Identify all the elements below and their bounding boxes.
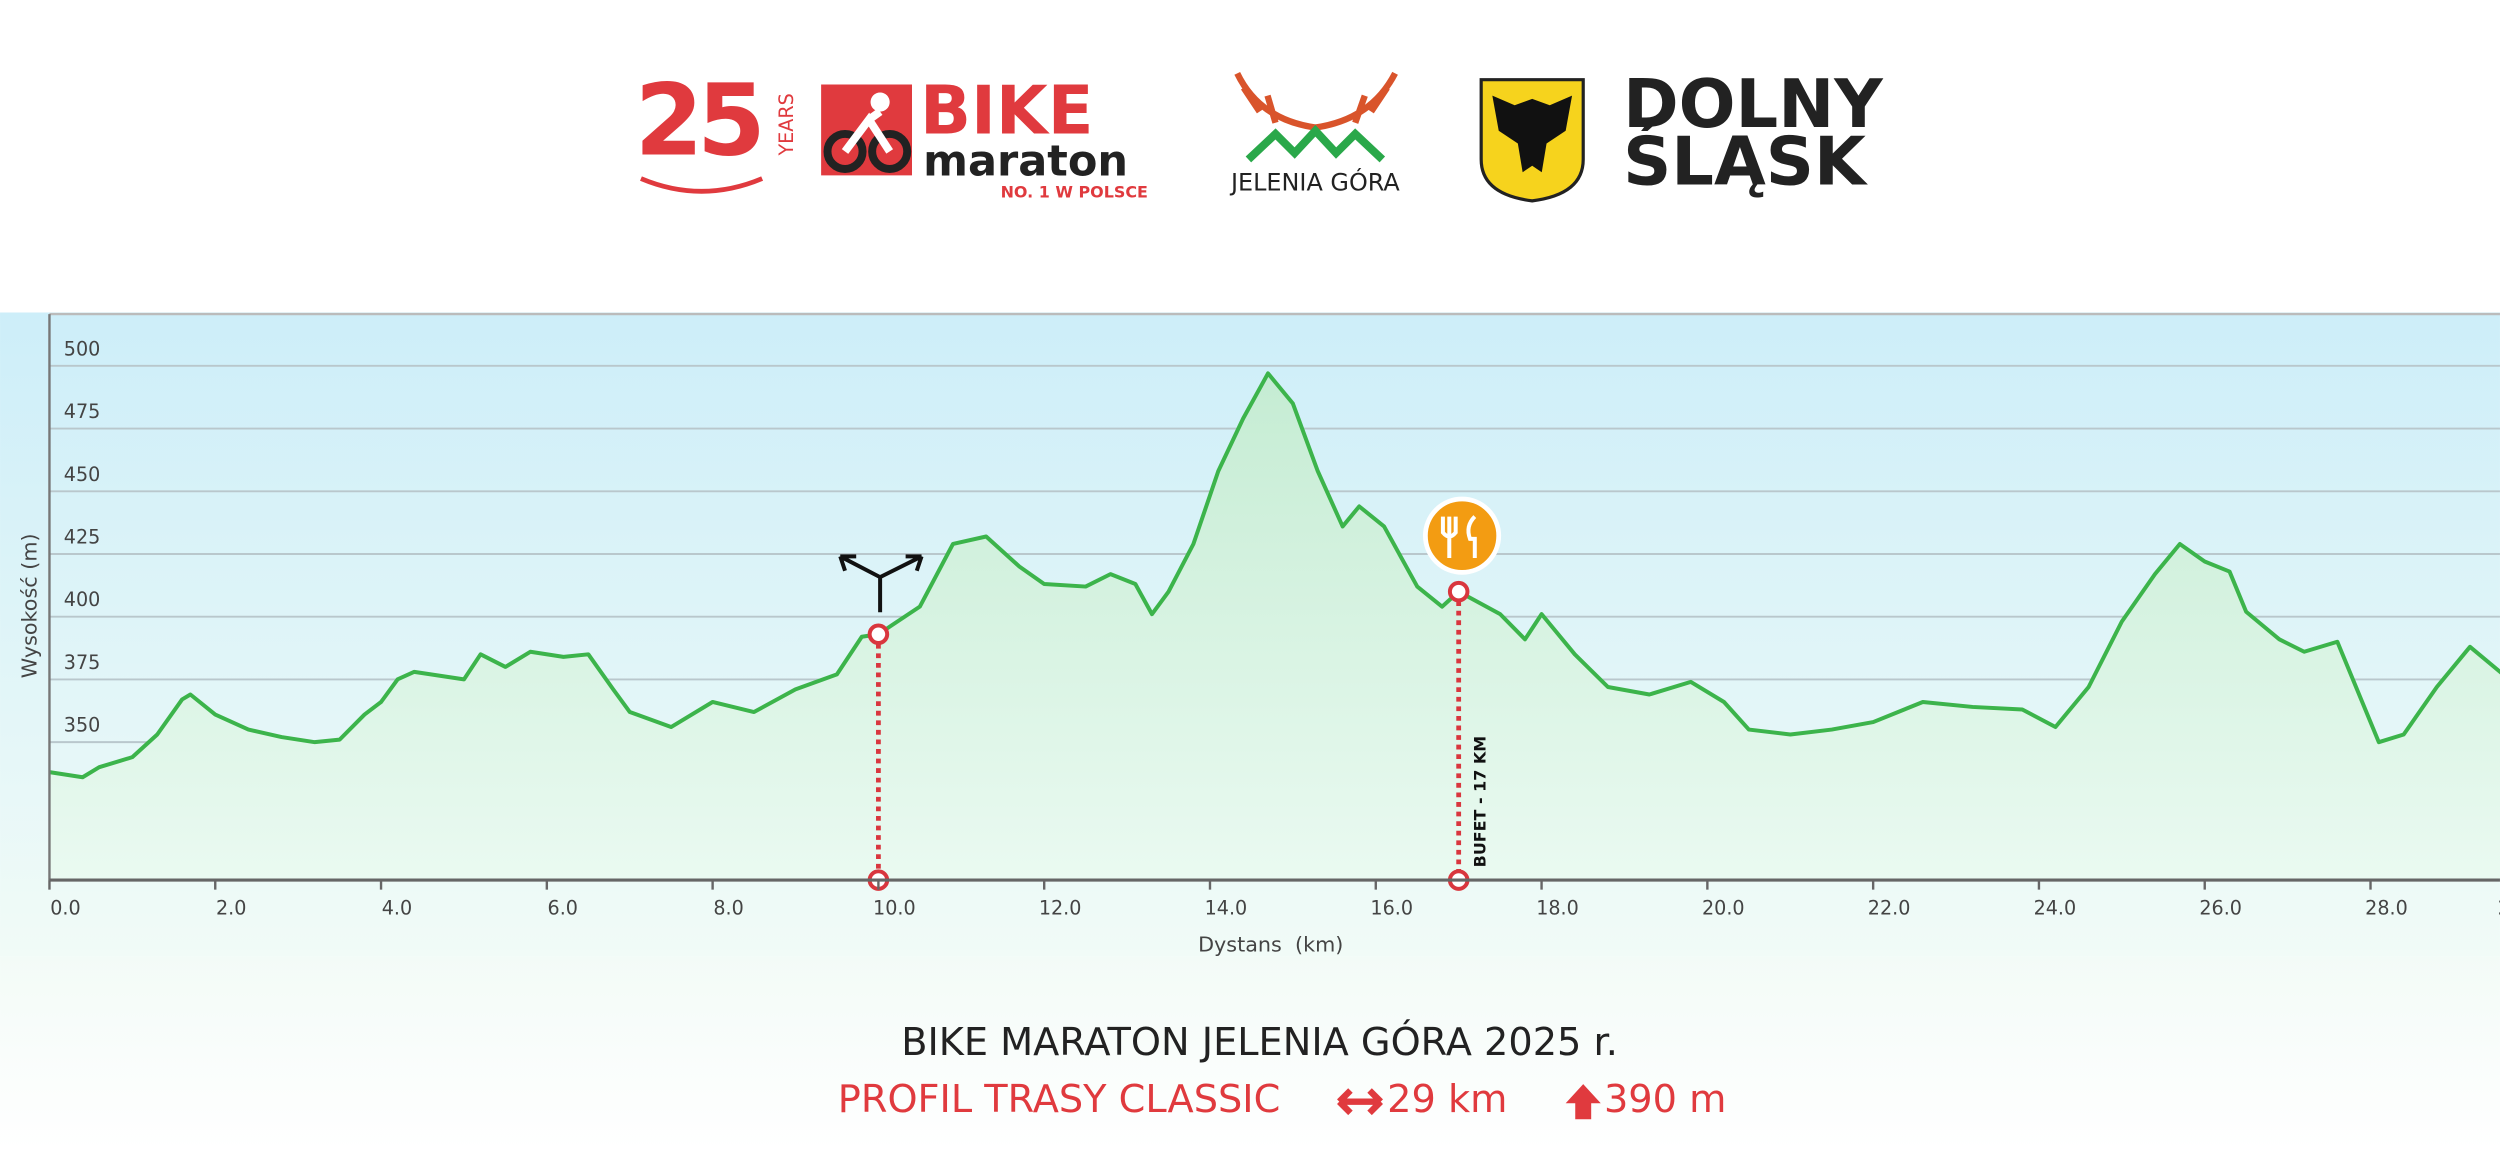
- elevation-line: [49, 371, 2500, 780]
- x-tick-label: 8.0: [713, 896, 743, 919]
- logo-slogan: NO. 1 W POLSCE: [1001, 182, 1148, 201]
- bike-icon: [821, 84, 912, 176]
- x-tick-label: 2.0: [216, 896, 246, 919]
- x-tick-label: 29.6: [2498, 896, 2500, 919]
- logo-maraton: maraton: [923, 137, 1128, 187]
- y-tick-label: 425: [64, 526, 101, 549]
- wreath: [640, 176, 764, 194]
- y-tick-label: 500: [64, 337, 101, 360]
- logos: 25 YEARS BIKE maraton NO. 1 W POLSCE JEL…: [635, 63, 1884, 203]
- x-tick-label: 22.0: [1868, 896, 1911, 919]
- y-tick-label: 475: [64, 400, 101, 423]
- food-circle: [1422, 496, 1502, 575]
- y-tick-label: 350: [64, 714, 101, 737]
- rider-head: [870, 92, 890, 112]
- junction-arrows: [838, 554, 924, 613]
- x-tick-label: 12.0: [1039, 896, 1082, 919]
- logo-city: JELENIA GÓRA: [1229, 166, 1400, 196]
- climb-icon: [1565, 1084, 1601, 1120]
- logo-years: YEARS: [775, 93, 798, 156]
- y-axis-label: Wysokość (m): [17, 533, 41, 678]
- title: BIKE MARATON JELENIA GÓRA 2025 r.: [901, 1018, 1618, 1065]
- distance-icon: [1337, 1088, 1383, 1116]
- y-tick-label: 450: [64, 463, 101, 486]
- eagle: [1492, 95, 1573, 173]
- logo-region-2: ŚLĄSK: [1623, 121, 1868, 200]
- area-fill: [49, 373, 2500, 881]
- x-tick-label: 28.0: [2365, 896, 2408, 919]
- x-tick-label: 26.0: [2199, 896, 2242, 919]
- y-tick-label: 375: [64, 651, 101, 674]
- food-icon: [1422, 496, 1502, 575]
- x-tick-label: 24.0: [2034, 896, 2077, 919]
- x-axis-label: Dystans (km): [1198, 932, 1343, 956]
- marker-label: BUFET - 17 KM: [1470, 736, 1489, 867]
- climb: 390 m: [1604, 1077, 1726, 1122]
- junction-icon: [838, 554, 924, 613]
- logo-region-1: DOLNY: [1623, 65, 1884, 143]
- x-tick-label: 16.0: [1370, 896, 1413, 919]
- antlers: [1234, 71, 1398, 131]
- x-tick-label: 18.0: [1536, 896, 1579, 919]
- x-tick-label: 14.0: [1205, 896, 1248, 919]
- y-tick-label: 400: [64, 588, 101, 611]
- x-tick-label: 10.0: [873, 896, 916, 919]
- wheel: [868, 129, 912, 173]
- mountains: [1245, 124, 1386, 163]
- x-tick-label: 6.0: [548, 896, 578, 919]
- x-tick-label: 0.0: [50, 896, 80, 919]
- subtitle: PROFIL TRASY CLASSIC: [838, 1077, 1280, 1122]
- marker-point: [867, 623, 890, 646]
- rider: [841, 108, 894, 154]
- x-tick-label: 20.0: [1702, 896, 1745, 919]
- cutlery: [1440, 515, 1477, 559]
- footer-panel: [0, 956, 2500, 1150]
- x-tick-label: 4.0: [382, 896, 412, 919]
- distance: 29 km: [1387, 1077, 1507, 1122]
- logo-bike: BIKE: [920, 71, 1094, 149]
- wheel: [823, 129, 867, 173]
- logo-25: 25: [635, 63, 760, 178]
- marker-point: [1447, 580, 1470, 603]
